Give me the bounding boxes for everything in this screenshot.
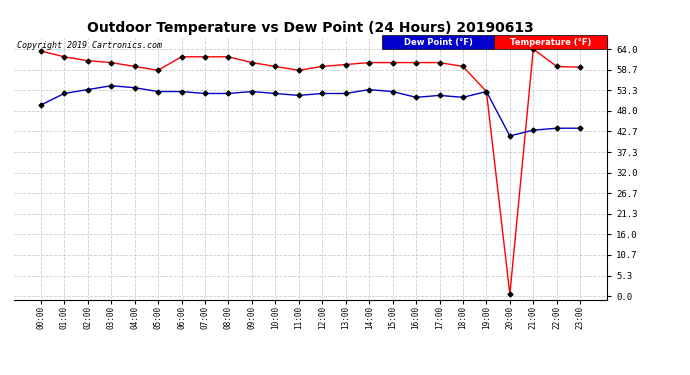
FancyBboxPatch shape (495, 35, 607, 50)
Title: Outdoor Temperature vs Dew Point (24 Hours) 20190613: Outdoor Temperature vs Dew Point (24 Hou… (87, 21, 534, 35)
FancyBboxPatch shape (382, 35, 495, 50)
Text: Temperature (°F): Temperature (°F) (510, 38, 591, 47)
Text: Dew Point (°F): Dew Point (°F) (404, 38, 473, 47)
Text: Copyright 2019 Cartronics.com: Copyright 2019 Cartronics.com (17, 42, 161, 51)
